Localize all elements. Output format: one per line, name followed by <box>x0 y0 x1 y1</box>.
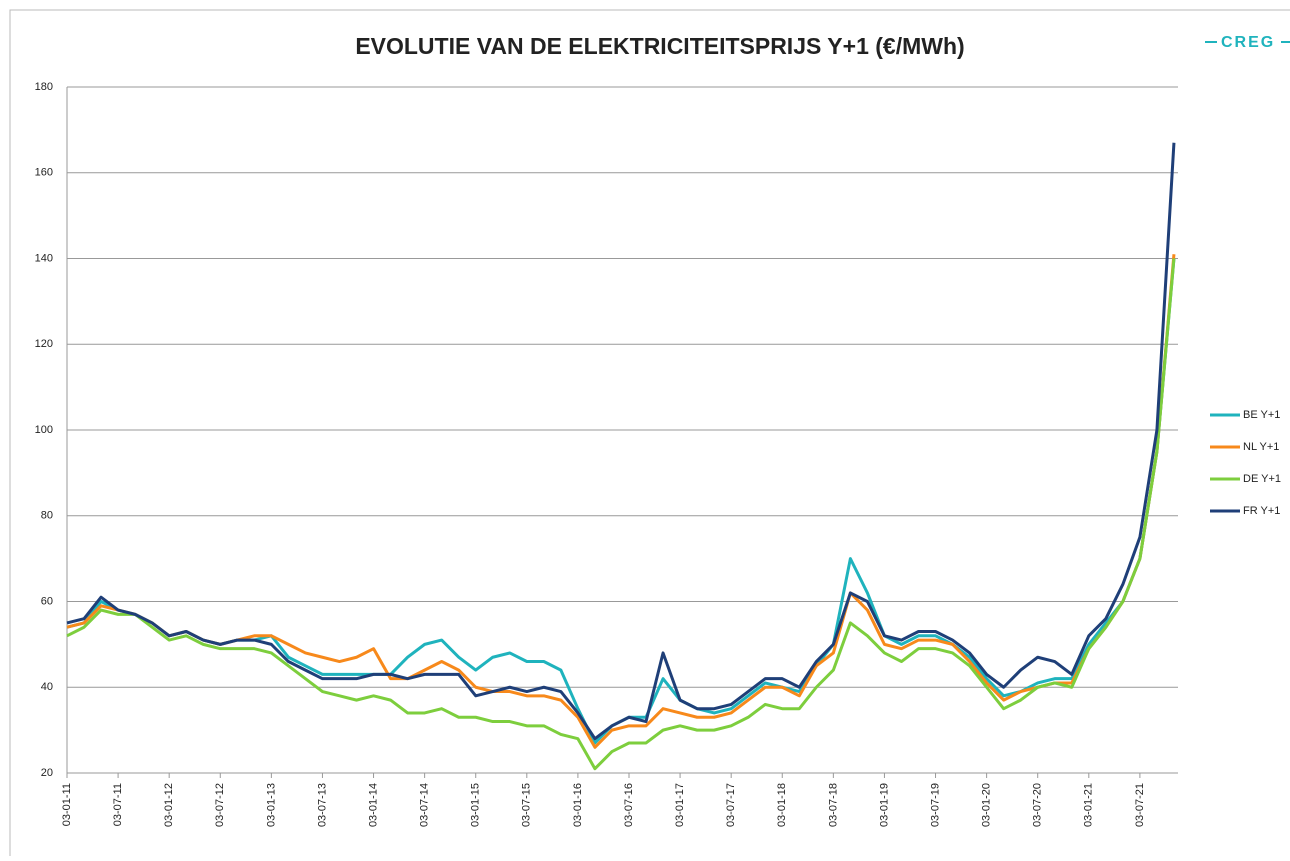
x-tick-label: 03-01-15 <box>470 783 482 827</box>
line-series <box>66 258 1176 745</box>
x-tick-label: 03-07-18 <box>827 783 839 827</box>
x-tick-label: 03-01-16 <box>572 783 584 827</box>
x-tick-label: 03-07-11 <box>112 783 124 826</box>
y-tick-label: 140 <box>35 252 53 264</box>
x-tick-label: 03-01-13 <box>265 783 277 827</box>
x-tick-label: 03-01-14 <box>367 783 379 827</box>
line-series <box>66 258 1176 771</box>
legend-label: FR Y+1 <box>1243 505 1280 517</box>
x-tick-label: 03-01-11 <box>61 783 73 826</box>
x-tick-label: 03-07-20 <box>1032 783 1044 827</box>
y-tick-label: 80 <box>41 510 53 522</box>
line-series <box>66 142 1176 741</box>
y-tick-label: 180 <box>35 81 53 93</box>
x-tick-label: 03-01-21 <box>1083 783 1095 827</box>
y-tick-label: 100 <box>35 424 53 436</box>
y-tick-label: 160 <box>35 167 53 179</box>
legend-label: NL Y+1 <box>1243 441 1279 453</box>
legend-label: DE Y+1 <box>1243 473 1281 485</box>
x-tick-label: 03-01-18 <box>776 783 788 827</box>
x-tick-label: 03-07-21 <box>1134 783 1146 827</box>
legend-label: BE Y+1 <box>1243 409 1280 421</box>
x-tick-label: 03-07-19 <box>929 783 941 827</box>
x-tick-label: 03-01-20 <box>981 783 993 827</box>
x-tick-label: 03-07-17 <box>725 783 737 827</box>
y-tick-label: 20 <box>41 767 53 779</box>
x-tick-label: 03-07-13 <box>316 783 328 827</box>
x-tick-label: 03-01-17 <box>674 783 686 827</box>
x-tick-label: 03-07-12 <box>214 783 226 827</box>
y-tick-label: 40 <box>41 681 53 693</box>
y-tick-label: 120 <box>35 338 53 350</box>
chart-title: EVOLUTIE VAN DE ELEKTRICITEITSPRIJS Y+1 … <box>355 33 964 59</box>
frame <box>9 9 1290 861</box>
x-tick-label: 03-01-19 <box>878 783 890 827</box>
logo: CREG <box>1221 34 1275 51</box>
x-tick-label: 03-07-15 <box>521 783 533 827</box>
y-tick-label: 60 <box>41 595 53 607</box>
x-tick-label: 03-01-12 <box>163 783 175 827</box>
line-series <box>66 254 1176 749</box>
x-tick-label: 03-07-14 <box>419 783 431 827</box>
x-tick-label: 03-07-16 <box>623 783 635 827</box>
